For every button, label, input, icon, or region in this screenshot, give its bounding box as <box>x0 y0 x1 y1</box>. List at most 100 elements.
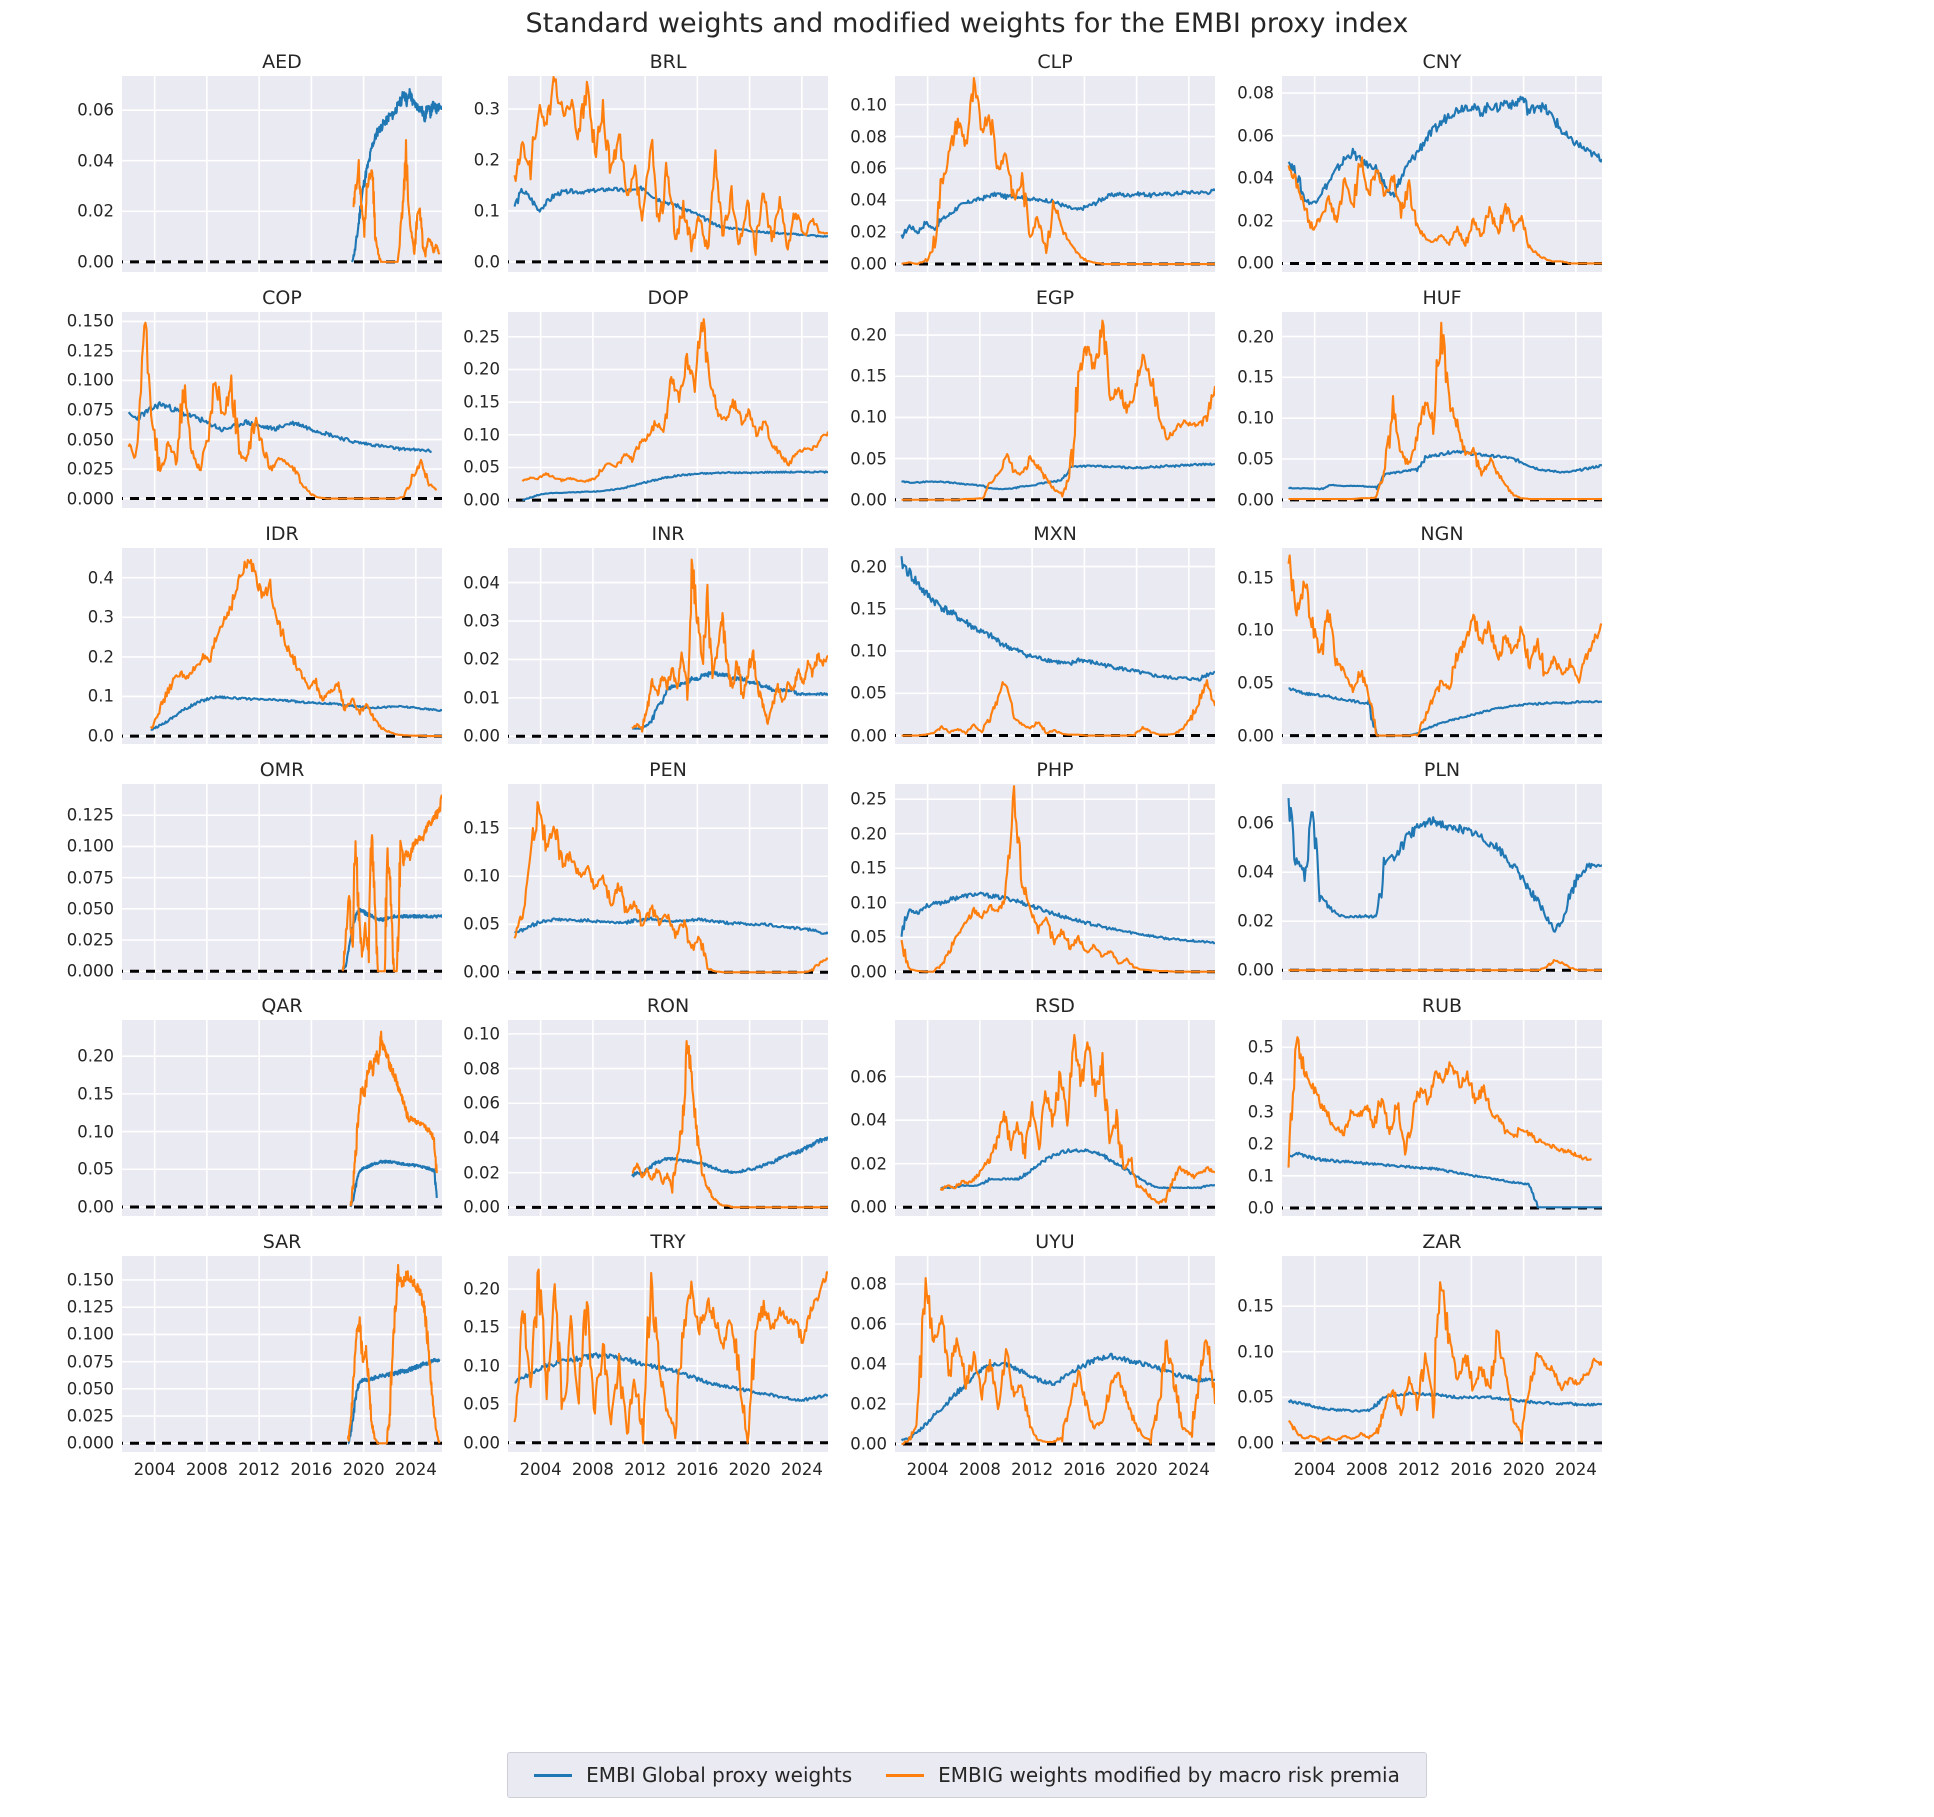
subplot-title: OMR <box>259 759 305 781</box>
series-line-embi-global <box>349 1159 438 1208</box>
subplot-qar: QAR 0.00 0.05 0.10 0.15 0.20 <box>62 994 448 1256</box>
y-tick-label: 0.00 <box>1237 726 1274 746</box>
y-tick-label: 0.100 <box>66 1324 114 1344</box>
plot-area <box>122 1020 442 1216</box>
y-tick-label: 0.00 <box>1237 253 1274 273</box>
y-tick-label: 0.10 <box>850 893 887 913</box>
y-tick-label: 0.00 <box>850 726 887 746</box>
y-tick-label: 0.00 <box>1237 1433 1274 1453</box>
plot-area <box>122 312 442 508</box>
subplot-title: UYU <box>1035 1231 1075 1253</box>
plot-area <box>508 548 828 744</box>
y-tick-label: 0.00 <box>463 1433 500 1453</box>
subplot-zar: ZAR 0.00 0.05 0.10 0.15 2004 2008 2012 2016 2020 2… <box>1222 1230 1608 1492</box>
y-tick-label: 0.05 <box>463 914 500 934</box>
series-line-embi-global <box>127 401 433 453</box>
y-tick-label: 0.00 <box>463 962 500 982</box>
y-tick-label: 0.3 <box>87 607 114 627</box>
plot-area <box>508 312 828 508</box>
y-tick-label: 0.4 <box>87 568 114 588</box>
series-line-embi-global <box>350 87 442 263</box>
x-tick-label: 2012 <box>1398 1460 1441 1479</box>
plot-area <box>895 1020 1215 1216</box>
series-line-embig-modified <box>900 785 1215 973</box>
plot-area <box>1282 76 1602 272</box>
subplot-inr: INR 0.00 0.01 0.02 0.03 0.04 <box>448 522 834 784</box>
y-tick-label: 0.15 <box>1237 367 1274 387</box>
subplot-idr: IDR 0.0 0.1 0.2 0.3 0.4 <box>62 522 448 784</box>
y-tick-label: 0.5 <box>1247 1037 1274 1057</box>
y-tick-label: 0.000 <box>66 961 114 981</box>
x-tick-label: 2004 <box>906 1460 949 1479</box>
y-tick-label: 0.000 <box>66 489 114 509</box>
y-tick-label: 0.08 <box>463 1059 500 1079</box>
plot-area <box>895 312 1215 508</box>
y-tick-label: 0.08 <box>850 1274 887 1294</box>
y-tick-label: 0.04 <box>850 1110 887 1130</box>
y-tick-label: 0.08 <box>850 127 887 147</box>
subplot-title: IDR <box>265 523 299 545</box>
y-tick-label: 0.075 <box>66 868 114 888</box>
y-tick-label: 0.20 <box>463 359 500 379</box>
y-tick-label: 0.20 <box>850 325 887 345</box>
y-tick-label: 0.10 <box>77 1122 114 1142</box>
y-tick-label: 0.04 <box>463 1128 500 1148</box>
y-tick-label: 0.15 <box>463 392 500 412</box>
y-tick-label: 0.025 <box>66 1406 114 1426</box>
subplot-omr: OMR 0.000 0.025 0.050 0.075 0.100 0.125 <box>62 758 448 1020</box>
y-tick-label: 0.15 <box>850 599 887 619</box>
y-tick-label: 0.02 <box>850 1394 887 1414</box>
y-tick-label: 0.2 <box>1247 1134 1274 1154</box>
y-tick-label: 0.125 <box>66 805 114 825</box>
y-tick-label: 0.3 <box>1247 1102 1274 1122</box>
y-tick-label: 0.050 <box>66 1379 114 1399</box>
y-tick-label: 0.10 <box>1237 1342 1274 1362</box>
plot-area <box>122 548 442 744</box>
y-tick-label: 0.20 <box>850 557 887 577</box>
subplot-ngn: NGN 0.00 0.05 0.10 0.15 <box>1222 522 1608 784</box>
y-tick-label: 0.10 <box>850 407 887 427</box>
y-tick-label: 0.25 <box>850 789 887 809</box>
y-tick-label: 0.04 <box>1237 168 1274 188</box>
series-line-embig-modified <box>901 319 1215 501</box>
series-line-embig-modified <box>1287 1036 1592 1168</box>
x-tick-label: 2020 <box>728 1460 771 1479</box>
y-tick-label: 0.0 <box>1247 1198 1274 1218</box>
y-tick-label: 0.02 <box>77 201 114 221</box>
plot-area <box>122 784 442 980</box>
subplot-clp: CLP 0.00 0.02 0.04 0.06 0.08 0.10 <box>835 50 1221 312</box>
y-tick-label: 0.075 <box>66 1352 114 1372</box>
subplot-title: MXN <box>1033 523 1077 545</box>
legend-entry-2[interactable]: EMBIG weights modified by macro risk pre… <box>886 1763 1400 1787</box>
subplot-title: TRY <box>650 1231 686 1253</box>
y-tick-label: 0.06 <box>1237 126 1274 146</box>
y-tick-label: 0.4 <box>1247 1069 1274 1089</box>
plot-area <box>508 784 828 980</box>
series-line-embi-global <box>522 470 828 502</box>
legend-entry-1[interactable]: EMBI Global proxy weights <box>534 1763 852 1787</box>
subplot-title: BRL <box>649 51 687 73</box>
subplot-title: PLN <box>1423 759 1461 781</box>
y-tick-label: 0.05 <box>1237 1387 1274 1407</box>
series-line-embi-global <box>900 891 1215 945</box>
series-line-embig-modified <box>513 76 828 256</box>
y-tick-label: 0.04 <box>850 190 887 210</box>
subplot-aed: AED 0.00 0.02 0.04 0.06 <box>62 50 448 312</box>
x-tick-label: 2024 <box>1554 1460 1597 1479</box>
y-tick-label: 0.02 <box>463 1163 500 1183</box>
y-tick-label: 0.00 <box>77 1197 114 1217</box>
plot-area <box>122 76 442 272</box>
x-tick-label: 2016 <box>1063 1460 1106 1479</box>
y-tick-label: 0.00 <box>463 726 500 746</box>
x-tick-label: 2024 <box>780 1460 823 1479</box>
subplot-title: PHP <box>1036 759 1074 781</box>
subplot-title: COP <box>262 287 302 309</box>
x-tick-label: 2012 <box>624 1460 667 1479</box>
y-tick-label: 0.15 <box>463 818 500 838</box>
x-tick-label: 2008 <box>185 1460 228 1479</box>
x-tick-label: 2024 <box>394 1460 437 1479</box>
plot-area <box>122 1256 442 1452</box>
series-line-embi-global <box>900 188 1215 239</box>
y-tick-label: 0.06 <box>77 100 114 120</box>
y-tick-label: 0.05 <box>850 449 887 469</box>
